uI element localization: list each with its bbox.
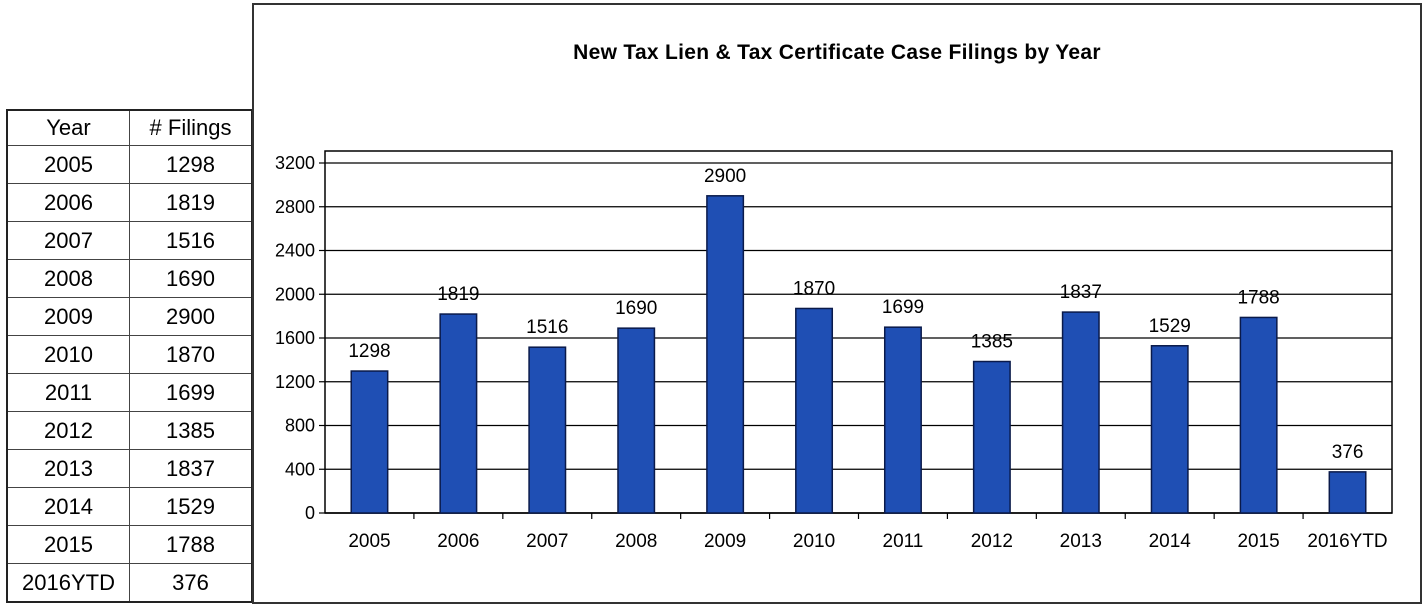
filings-cell: 376 bbox=[129, 563, 253, 603]
table-body: 2005 1298 2006 1819 2007 1516 2008 1690 2009 2900… bbox=[6, 145, 253, 603]
bar bbox=[706, 195, 745, 514]
data-label: 2900 bbox=[704, 166, 746, 187]
filings-column-header: # Filings bbox=[129, 109, 253, 146]
table-header-row: Year # Filings bbox=[6, 109, 253, 146]
y-tick-label: 1200 bbox=[275, 372, 315, 392]
x-tick-label: 2009 bbox=[704, 531, 746, 552]
filings-cell: 1699 bbox=[129, 373, 253, 412]
filings-cell: 1385 bbox=[129, 411, 253, 450]
plot-area-border bbox=[324, 150, 1393, 514]
year-cell: 2009 bbox=[6, 297, 130, 336]
bar bbox=[795, 307, 834, 514]
year-cell: 2005 bbox=[6, 145, 130, 184]
x-tick-label: 2013 bbox=[1060, 531, 1102, 552]
data-label: 1699 bbox=[882, 297, 924, 318]
table-row: 2016YTD 376 bbox=[6, 563, 253, 603]
data-label: 1788 bbox=[1237, 287, 1279, 308]
table-row: 2012 1385 bbox=[6, 411, 253, 450]
table-row: 2010 1870 bbox=[6, 335, 253, 374]
year-cell: 2015 bbox=[6, 525, 130, 564]
bar bbox=[528, 346, 567, 514]
year-cell: 2014 bbox=[6, 487, 130, 526]
y-tick-label: 0 bbox=[305, 503, 315, 523]
y-tick-label: 2000 bbox=[275, 284, 315, 304]
bar bbox=[883, 326, 922, 514]
year-cell: 2011 bbox=[6, 373, 130, 412]
filings-cell: 1298 bbox=[129, 145, 253, 184]
filings-cell: 1529 bbox=[129, 487, 253, 526]
data-label: 1516 bbox=[526, 317, 568, 338]
data-label: 1529 bbox=[1149, 316, 1191, 337]
x-tick-label: 2005 bbox=[348, 531, 390, 552]
data-label: 1819 bbox=[437, 284, 479, 305]
table-row: 2014 1529 bbox=[6, 487, 253, 526]
bar-chart: 0 400 800 1200 1600 2000 2400 2800 3200 1298 2005 1… bbox=[275, 150, 1393, 552]
x-tick-label: 2014 bbox=[1149, 531, 1192, 552]
chart-title: New Tax Lien & Tax Certificate Case Fili… bbox=[573, 41, 1101, 64]
table-row: 2011 1699 bbox=[6, 373, 253, 412]
data-label: 1837 bbox=[1060, 282, 1102, 303]
x-tick-label: 2008 bbox=[615, 531, 657, 552]
filings-table: Year # Filings 2005 1298 2006 1819 2007 1516 2… bbox=[6, 109, 253, 603]
table-row: 2006 1819 bbox=[6, 183, 253, 222]
year-cell: 2012 bbox=[6, 411, 130, 450]
x-tick-label: 2012 bbox=[971, 531, 1013, 552]
y-tick-label: 2400 bbox=[275, 241, 315, 261]
bar bbox=[1328, 471, 1367, 514]
x-tick-label: 2007 bbox=[526, 531, 568, 552]
table-row: 2015 1788 bbox=[6, 525, 253, 564]
bar bbox=[1061, 311, 1100, 514]
bar bbox=[617, 327, 656, 514]
x-tick-label: 2010 bbox=[793, 531, 835, 552]
year-cell: 2008 bbox=[6, 259, 130, 298]
bar bbox=[439, 313, 478, 514]
table-row: 2005 1298 bbox=[6, 145, 253, 184]
y-tick-label: 3200 bbox=[275, 153, 315, 173]
x-tick-label: 2016YTD bbox=[1307, 531, 1387, 552]
filings-cell: 1870 bbox=[129, 335, 253, 374]
filings-cell: 1690 bbox=[129, 259, 253, 298]
table-row: 2013 1837 bbox=[6, 449, 253, 488]
filings-cell: 1837 bbox=[129, 449, 253, 488]
y-tick-label: 1600 bbox=[275, 328, 315, 348]
bar bbox=[972, 360, 1011, 514]
filings-cell: 1516 bbox=[129, 221, 253, 260]
year-cell: 2013 bbox=[6, 449, 130, 488]
filings-cell: 2900 bbox=[129, 297, 253, 336]
x-tick-label: 2006 bbox=[437, 531, 479, 552]
x-tick-label: 2015 bbox=[1237, 531, 1279, 552]
year-cell: 2010 bbox=[6, 335, 130, 374]
table-row: 2007 1516 bbox=[6, 221, 253, 260]
bar bbox=[350, 370, 389, 514]
year-cell: 2016YTD bbox=[6, 563, 130, 603]
x-tick-label: 2011 bbox=[883, 531, 924, 552]
data-label: 376 bbox=[1332, 442, 1364, 463]
data-label: 1870 bbox=[793, 278, 835, 299]
y-tick-label: 400 bbox=[285, 459, 315, 479]
bar bbox=[1239, 316, 1278, 514]
y-tick-label: 2800 bbox=[275, 197, 315, 217]
year-column-header: Year bbox=[6, 109, 130, 146]
bar bbox=[1150, 345, 1189, 514]
table-row: 2008 1690 bbox=[6, 259, 253, 298]
table-row: 2009 2900 bbox=[6, 297, 253, 336]
y-tick-label: 800 bbox=[285, 416, 315, 436]
filings-cell: 1819 bbox=[129, 183, 253, 222]
data-label: 1690 bbox=[615, 298, 657, 319]
filings-cell: 1788 bbox=[129, 525, 253, 564]
data-label: 1385 bbox=[971, 332, 1013, 353]
year-cell: 2006 bbox=[6, 183, 130, 222]
chart-frame: New Tax Lien & Tax Certificate Case Fili… bbox=[252, 3, 1422, 604]
year-cell: 2007 bbox=[6, 221, 130, 260]
data-label: 1298 bbox=[348, 341, 390, 362]
